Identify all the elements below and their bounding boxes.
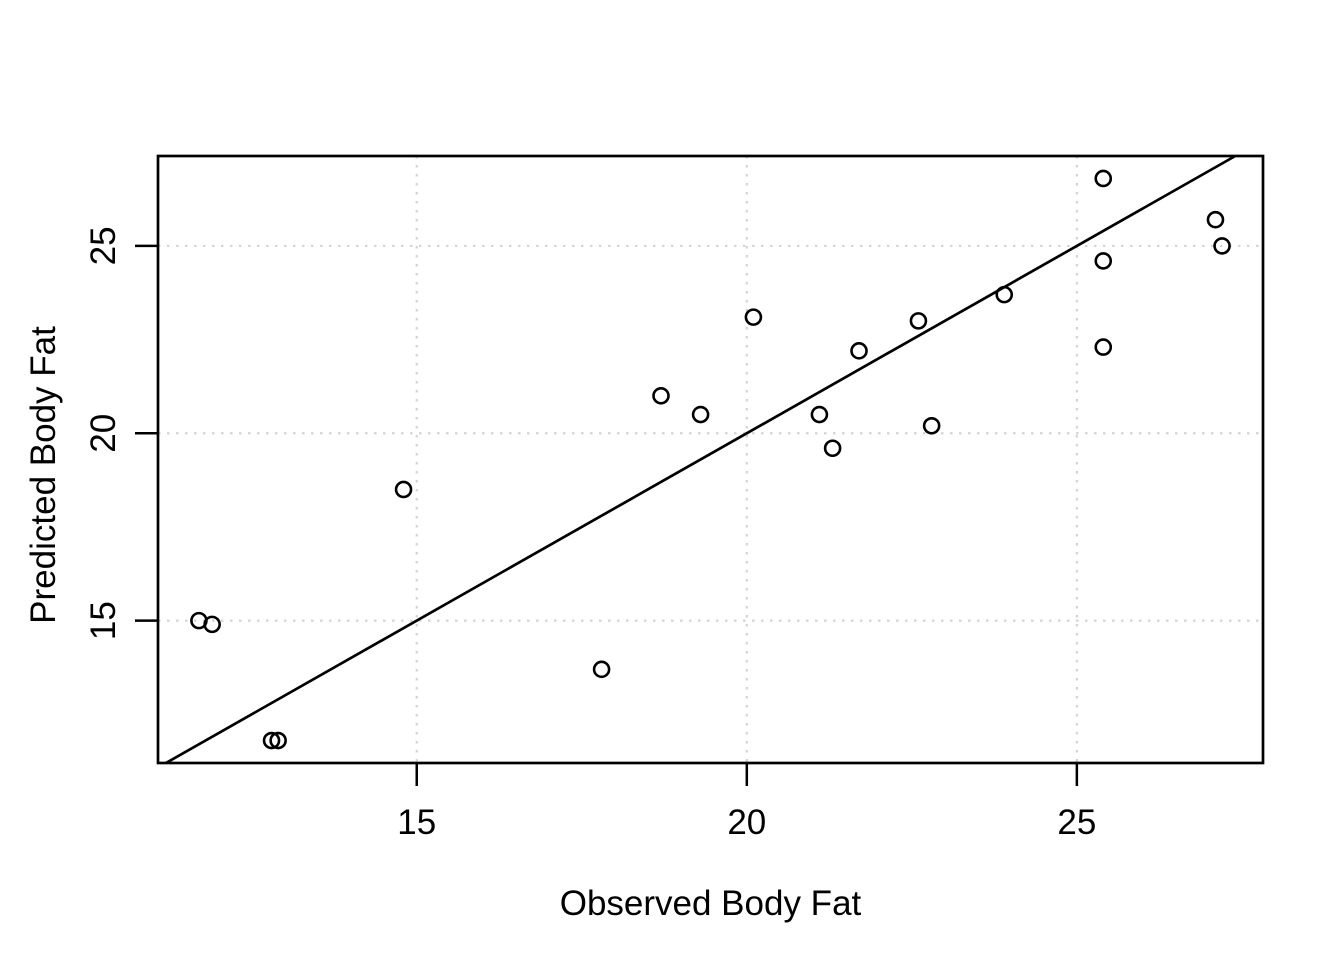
data-point (269, 731, 287, 750)
data-point (810, 405, 829, 424)
data-point (1094, 338, 1113, 356)
y-axis-title: Predicted Body Fat (24, 326, 63, 624)
data-point (1094, 252, 1113, 270)
data-point (262, 731, 281, 750)
axis-layer: 15 20 25 15 20 25 (84, 154, 1265, 842)
identity-line (165, 154, 1236, 765)
data-point (652, 387, 670, 405)
points-layer (190, 169, 1231, 750)
data-point (691, 405, 710, 424)
data-point (1213, 237, 1231, 255)
y-tick-label: 15 (84, 601, 123, 640)
reference-line-layer (165, 154, 1236, 765)
x-axis-title: Observed Body Fat (560, 884, 862, 923)
plot-border (156, 154, 1265, 765)
data-point (850, 342, 868, 360)
data-point (1094, 169, 1113, 188)
data-point (909, 312, 928, 330)
data-point (995, 285, 1014, 304)
data-point (592, 660, 611, 679)
data-point (1206, 210, 1225, 229)
data-point (203, 615, 221, 634)
y-tick-label: 20 (84, 414, 123, 453)
x-tick-label: 25 (1057, 803, 1096, 842)
y-tick-label: 25 (84, 226, 123, 265)
grid-layer (158, 156, 1263, 763)
x-tick-label: 20 (727, 803, 766, 842)
x-tick-label: 15 (397, 803, 436, 842)
data-point (394, 480, 413, 499)
data-point (823, 439, 842, 458)
data-point (922, 416, 941, 435)
data-point (744, 308, 763, 326)
